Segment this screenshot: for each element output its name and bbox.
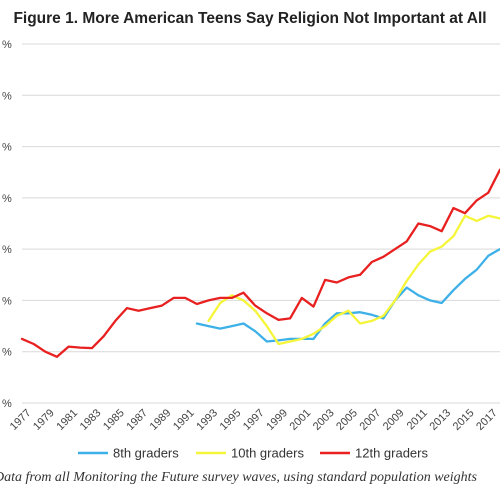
- y-tick-label-2: %: [2, 295, 12, 307]
- x-tick-label-2007: 2007: [358, 407, 384, 433]
- x-tick-label-1987: 1987: [124, 407, 150, 433]
- y-tick-label-3: %: [2, 244, 12, 256]
- x-tick-label-1979: 1979: [31, 407, 57, 433]
- x-tick-label-1997: 1997: [241, 407, 267, 433]
- legend-label-10th-graders: 10th graders: [231, 446, 304, 461]
- x-tick-label-2003: 2003: [311, 407, 337, 433]
- x-tick-label-1983: 1983: [78, 407, 104, 433]
- x-tick-label-2009: 2009: [381, 407, 407, 433]
- x-tick-label-1995: 1995: [218, 407, 244, 433]
- y-tick-label-5: %: [2, 142, 12, 154]
- y-tick-label-1: %: [2, 347, 12, 359]
- x-tick-label-1999: 1999: [264, 407, 290, 433]
- series-line-10th-graders: [207, 214, 500, 346]
- x-tick-label-1985: 1985: [101, 407, 127, 433]
- legend-label-12th-graders: 12th graders: [355, 446, 428, 461]
- source-note: Data from all Monitoring the Future surv…: [0, 470, 477, 485]
- x-tick-label-1977: 1977: [8, 407, 34, 433]
- y-tick-label-6: %: [2, 90, 12, 102]
- y-tick-label-4: %: [2, 193, 12, 205]
- x-tick-label-2017: 2017: [474, 407, 500, 433]
- x-tick-label-1993: 1993: [194, 407, 220, 433]
- x-tick-label-1981: 1981: [54, 407, 80, 433]
- chart-title: Figure 1. More American Teens Say Religi…: [13, 10, 487, 27]
- y-tick-label-0: %: [2, 398, 12, 410]
- y-tick-label-7: %: [2, 39, 12, 51]
- series-line-8th-graders: [195, 247, 500, 343]
- x-tick-label-2013: 2013: [427, 407, 453, 433]
- series-line-12th-graders: [20, 168, 500, 358]
- legend-label-8th-graders: 8th graders: [113, 446, 179, 461]
- x-tick-label-2001: 2001: [288, 407, 314, 433]
- x-tick-label-2015: 2015: [451, 407, 477, 433]
- x-tick-label-2011: 2011: [405, 407, 430, 432]
- x-tick-label-1991: 1991: [171, 407, 197, 433]
- x-tick-label-1989: 1989: [148, 407, 174, 433]
- x-tick-label-2005: 2005: [334, 407, 360, 433]
